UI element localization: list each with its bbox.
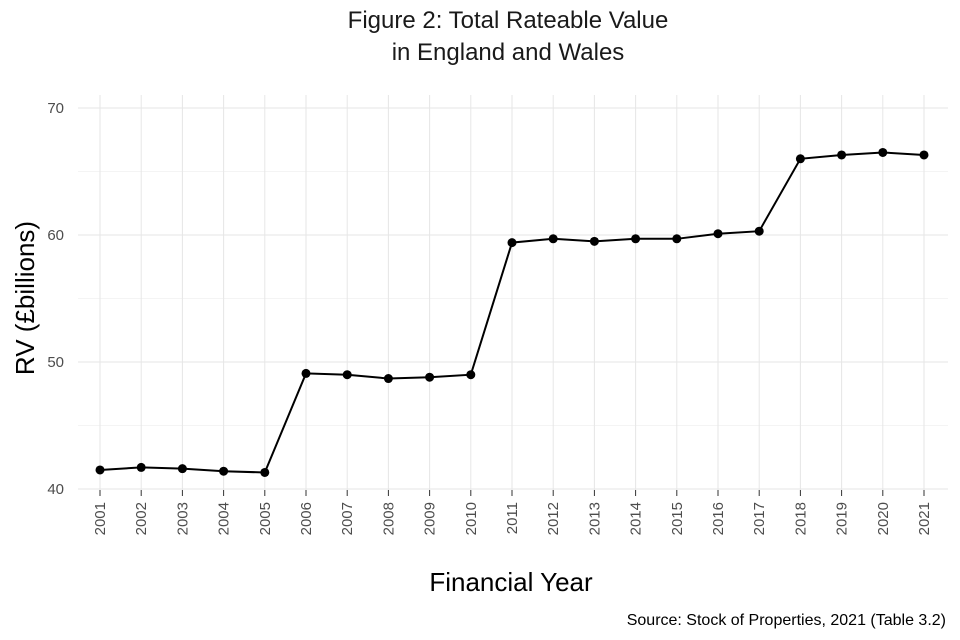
chart-title: Figure 2: Total Rateable Value in Englan… <box>348 7 669 66</box>
x-tick-label: 2019 <box>834 502 851 535</box>
x-tick-label: 2001 <box>92 502 109 535</box>
y-axis-ticks: 40 50 60 70 <box>47 100 64 498</box>
y-tick-label: 40 <box>47 481 64 498</box>
data-point <box>631 234 641 244</box>
x-tick-label: 2005 <box>257 502 274 535</box>
y-axis-title: RV (£billions) <box>10 221 40 375</box>
x-tick-label: 2015 <box>669 502 686 535</box>
y-tick-label: 70 <box>47 100 64 117</box>
x-tick-label: 2008 <box>380 502 397 535</box>
x-tick-label: 2021 <box>916 502 933 535</box>
data-point <box>589 236 599 246</box>
x-axis-ticks: 2001 2002 2003 2004 2005 2006 2007 2008 2009 2010… <box>92 490 933 535</box>
gridlines <box>78 95 948 490</box>
data-point <box>837 150 847 160</box>
chart-title-line-1: Figure 2: Total Rateable Value <box>348 7 669 34</box>
y-tick-label: 60 <box>47 227 64 244</box>
data-point <box>672 234 682 244</box>
data-point <box>342 370 352 380</box>
x-tick-label: 2006 <box>298 502 315 535</box>
x-tick-label: 2004 <box>216 502 233 535</box>
data-point <box>219 466 229 476</box>
data-point <box>177 464 187 474</box>
data-point <box>136 462 146 472</box>
data-point <box>383 374 393 384</box>
data-point <box>466 370 476 380</box>
series-layer <box>95 147 929 477</box>
x-tick-label: 2011 <box>504 502 521 534</box>
x-tick-label: 2018 <box>792 502 809 535</box>
x-axis-title: Financial Year <box>429 567 593 597</box>
x-tick-label: 2020 <box>875 502 892 535</box>
data-point <box>95 465 105 475</box>
x-tick-label: 2010 <box>463 502 480 535</box>
x-tick-label: 2007 <box>339 502 356 535</box>
y-tick-label: 50 <box>47 354 64 371</box>
x-tick-label: 2013 <box>586 502 603 535</box>
x-tick-label: 2002 <box>133 502 150 535</box>
data-point <box>919 150 929 160</box>
x-tick-label: 2014 <box>628 502 645 535</box>
data-point <box>878 147 888 157</box>
data-point <box>301 368 311 378</box>
data-point <box>713 229 723 239</box>
x-tick-label: 2003 <box>174 502 191 535</box>
data-point <box>507 238 517 248</box>
x-tick-label: 2009 <box>422 502 439 535</box>
data-point <box>425 372 435 382</box>
data-point <box>795 154 805 164</box>
data-point <box>754 226 764 236</box>
x-tick-label: 2012 <box>545 502 562 535</box>
x-tick-label: 2016 <box>710 502 727 535</box>
chart-title-line-2: in England and Wales <box>392 39 625 66</box>
data-point <box>260 467 270 477</box>
source-caption: Source: Stock of Properties, 2021 (Table… <box>627 612 946 629</box>
x-tick-label: 2017 <box>751 502 768 535</box>
data-point <box>548 234 558 244</box>
